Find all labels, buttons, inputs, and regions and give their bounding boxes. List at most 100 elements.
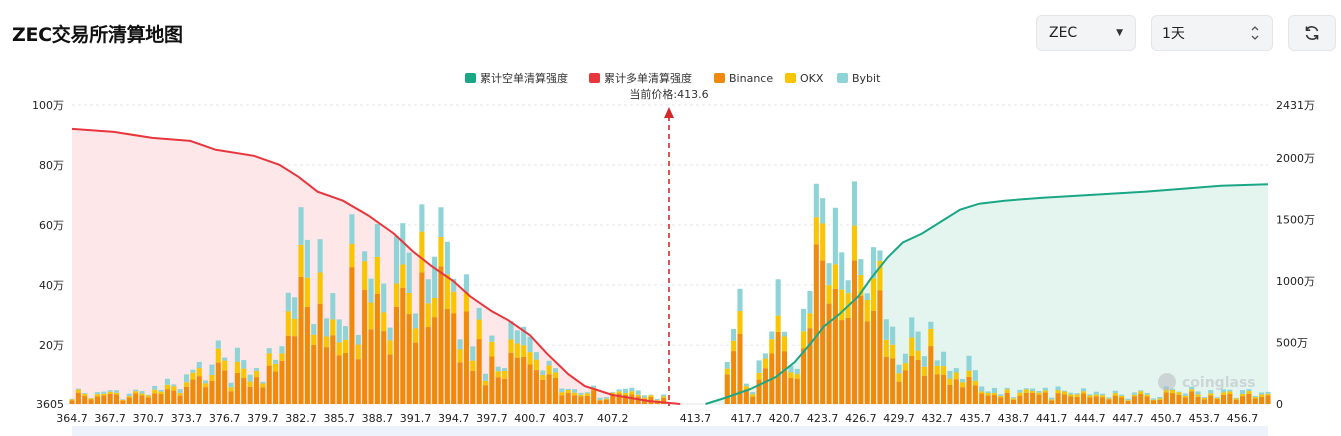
bar-bybit bbox=[1182, 393, 1188, 396]
bar-bybit bbox=[451, 278, 457, 292]
bar-binance bbox=[858, 295, 864, 404]
bar-bybit bbox=[839, 252, 845, 290]
bar-binance bbox=[133, 393, 139, 404]
bar-bybit bbox=[743, 383, 749, 387]
bar-binance bbox=[1074, 396, 1080, 404]
bar-binance bbox=[355, 359, 361, 404]
bar-bybit bbox=[470, 346, 476, 361]
bar-binance bbox=[953, 379, 959, 404]
bar-bybit bbox=[953, 368, 959, 373]
bar-bybit bbox=[1010, 397, 1017, 399]
x-tick-label: 429.7 bbox=[883, 412, 915, 425]
refresh-button[interactable] bbox=[1288, 15, 1336, 51]
bar-bybit bbox=[1144, 392, 1150, 395]
left-axis: 3605 20万 40万 60万 80万 100万 bbox=[32, 99, 64, 411]
bar-okx bbox=[871, 278, 877, 311]
legend-short: 累计空单清算强度 bbox=[480, 71, 568, 85]
bar-binance bbox=[743, 389, 749, 404]
bar-okx bbox=[642, 397, 648, 399]
bar-okx bbox=[762, 358, 768, 369]
bar-binance bbox=[177, 395, 183, 404]
bar-okx bbox=[133, 391, 139, 394]
bar-bybit bbox=[273, 359, 279, 364]
zoom-slider[interactable] bbox=[72, 426, 1268, 436]
left-tick-label: 60万 bbox=[39, 219, 64, 232]
bar-binance bbox=[171, 390, 177, 404]
right-axis: 0 500万 1000万 1500万 2000万 2431万 bbox=[1276, 99, 1315, 411]
coin-select[interactable]: ZEC ▼ bbox=[1036, 15, 1136, 51]
bar-okx bbox=[1093, 394, 1099, 397]
bar-binance bbox=[425, 327, 431, 404]
bar-okx bbox=[1170, 389, 1176, 394]
bar-bybit bbox=[775, 279, 781, 316]
right-tick-label: 1500万 bbox=[1276, 214, 1315, 227]
bar-bybit bbox=[565, 388, 571, 391]
bar-bybit bbox=[311, 324, 317, 335]
bar-binance bbox=[1100, 397, 1106, 404]
bar-okx bbox=[285, 311, 291, 336]
bar-binance bbox=[266, 365, 272, 404]
bar-binance bbox=[451, 313, 457, 404]
bar-bybit bbox=[896, 364, 902, 374]
bar-binance bbox=[298, 276, 304, 404]
legend-binance: Binance bbox=[729, 72, 773, 85]
x-tick-label: 403.7 bbox=[552, 412, 584, 425]
bar-bybit bbox=[292, 297, 298, 319]
bar-bybit bbox=[1189, 386, 1195, 390]
bar-bybit bbox=[1106, 397, 1112, 399]
bar-binance bbox=[1036, 394, 1042, 404]
bar-binance bbox=[737, 333, 743, 404]
bar-okx bbox=[164, 384, 170, 390]
bar-bybit bbox=[991, 387, 997, 393]
bar-binance bbox=[1157, 399, 1163, 404]
bar-binance bbox=[400, 287, 406, 404]
bar-binance bbox=[247, 386, 253, 404]
bar-binance bbox=[972, 385, 978, 404]
bar-binance bbox=[1017, 395, 1023, 404]
bar-okx bbox=[432, 297, 438, 318]
bar-binance bbox=[253, 377, 260, 404]
bar-binance bbox=[979, 393, 985, 404]
bar-bybit bbox=[196, 361, 202, 369]
bar-bybit bbox=[234, 347, 240, 362]
bar-bybit bbox=[1080, 388, 1087, 392]
bar-binance bbox=[1176, 394, 1182, 404]
bar-okx bbox=[1055, 390, 1061, 394]
bar-binance bbox=[1189, 391, 1195, 404]
bar-okx bbox=[1138, 391, 1144, 395]
interval-select[interactable]: 1天 bbox=[1151, 15, 1273, 51]
bar-okx bbox=[724, 368, 730, 375]
bar-binance bbox=[1030, 392, 1036, 404]
bar-okx bbox=[731, 340, 737, 352]
bar-binance bbox=[902, 370, 908, 404]
coinglass-logo-icon bbox=[1158, 373, 1176, 391]
bar-okx bbox=[826, 285, 832, 304]
bar-bybit bbox=[82, 392, 88, 394]
bar-binance bbox=[762, 368, 768, 404]
bar-okx bbox=[934, 365, 940, 375]
bar-bybit bbox=[928, 321, 934, 329]
bar-binance bbox=[896, 381, 902, 404]
bar-bybit bbox=[69, 398, 75, 400]
bar-binance bbox=[597, 400, 603, 404]
bar-okx bbox=[228, 387, 234, 392]
bar-okx bbox=[222, 360, 228, 371]
bar-bybit bbox=[979, 386, 985, 392]
bar-bybit bbox=[820, 198, 826, 224]
bar-binance bbox=[877, 290, 883, 404]
bar-bybit bbox=[794, 368, 800, 375]
bar-bybit bbox=[336, 319, 342, 343]
bar-binance bbox=[1087, 397, 1093, 404]
bar-binance bbox=[432, 317, 438, 404]
bar-binance bbox=[610, 395, 616, 404]
bar-okx bbox=[203, 383, 209, 388]
right-tick-label: 2431万 bbox=[1276, 99, 1315, 112]
x-tick-label: 426.7 bbox=[845, 412, 877, 425]
bar-bybit bbox=[1131, 392, 1137, 395]
bar-binance bbox=[203, 387, 209, 404]
bar-bybit bbox=[756, 360, 762, 373]
bar-bybit bbox=[75, 388, 81, 390]
bar-okx bbox=[622, 393, 629, 395]
bar-bybit bbox=[966, 355, 972, 371]
x-tick-label: 453.7 bbox=[1189, 412, 1221, 425]
